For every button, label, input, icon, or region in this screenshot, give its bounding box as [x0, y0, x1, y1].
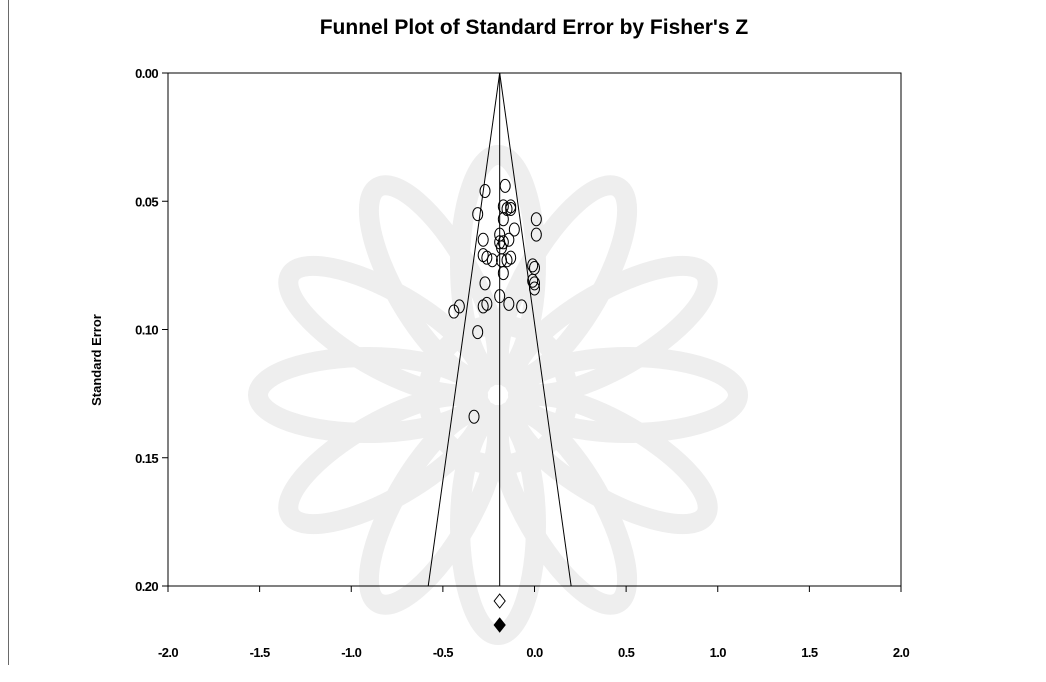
study-point: [479, 183, 491, 198]
study-point: [448, 304, 460, 319]
funnel-right-line: [499, 72, 572, 587]
study-point: [479, 276, 491, 291]
x-tick-label: -1.0: [341, 645, 361, 660]
y-axis-ticks: [162, 72, 168, 587]
study-point: [494, 289, 506, 304]
chart-title: Funnel Plot of Standard Error by Fisher'…: [320, 16, 749, 39]
study-point: [481, 296, 493, 311]
study-point: [468, 409, 480, 424]
x-tick-label: 2.0: [893, 645, 910, 660]
x-tick-label: -1.5: [250, 645, 270, 660]
y-tick-label: 0.15: [135, 451, 158, 466]
study-point: [527, 258, 539, 273]
x-tick-label: -2.0: [158, 645, 178, 660]
x-axis-tick-labels: -2.0 -1.5 -1.0 -0.5 0.0 0.5 1.0 1.5 2.0: [158, 645, 910, 660]
study-point: [505, 201, 517, 216]
study-point: [529, 276, 540, 291]
study-point: [497, 266, 509, 281]
study-point: [477, 232, 489, 247]
study-point: [486, 253, 498, 268]
x-tick-label: 1.0: [710, 645, 727, 660]
study-points: [448, 178, 542, 424]
study-point: [472, 325, 484, 340]
summary-diamonds: [493, 593, 506, 633]
study-point: [505, 250, 517, 265]
funnel-left-line: [427, 72, 501, 587]
study-point: [499, 178, 511, 193]
study-point: [530, 212, 542, 227]
study-point: [477, 248, 489, 263]
y-axis-label: Standard Error: [89, 314, 104, 406]
y-axis-tick-labels: 0.00 0.05 0.10 0.15 0.20: [135, 66, 159, 594]
study-point: [505, 199, 517, 214]
study-point: [503, 296, 515, 311]
y-tick-label: 0.20: [135, 579, 158, 594]
study-point: [516, 299, 528, 314]
study-point: [481, 250, 493, 265]
study-point: [529, 281, 540, 296]
study-point: [527, 273, 539, 288]
left-border-line: [8, 0, 9, 665]
x-axis-ticks: [167, 586, 902, 592]
y-tick-label: 0.10: [135, 323, 158, 338]
y-tick-label: 0.00: [135, 66, 158, 81]
study-point: [503, 232, 515, 247]
x-tick-label: 0.0: [526, 645, 543, 660]
study-point: [472, 207, 484, 222]
study-point: [496, 240, 508, 255]
x-tick-label: 0.5: [618, 645, 635, 660]
imputed-summary-diamond: [493, 617, 506, 633]
study-point: [453, 299, 465, 314]
observed-summary-diamond: [493, 593, 506, 609]
watermark-emblem: [248, 145, 748, 645]
y-tick-label: 0.05: [135, 194, 158, 209]
study-point: [530, 227, 542, 242]
study-point: [497, 212, 509, 227]
study-point: [508, 222, 520, 237]
watermark-petal: [358, 175, 508, 390]
x-tick-label: -0.5: [433, 645, 453, 660]
x-tick-label: 1.5: [801, 645, 818, 660]
watermark-core: [418, 315, 578, 475]
funnel-lines: [427, 72, 572, 587]
